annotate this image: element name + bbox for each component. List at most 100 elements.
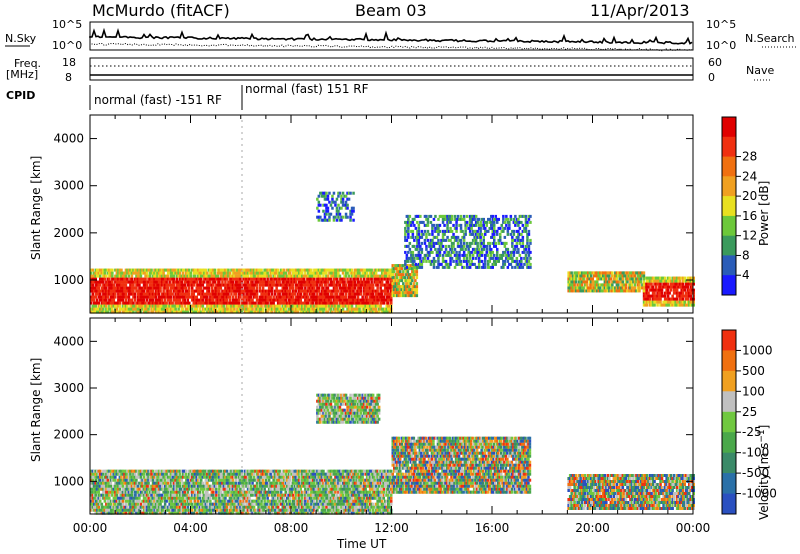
power-cell xyxy=(91,283,94,287)
power-cell xyxy=(121,280,125,284)
power-cell xyxy=(500,223,503,227)
power-cell xyxy=(148,283,152,287)
velocity-cell xyxy=(156,481,159,485)
power-cell xyxy=(514,214,517,218)
power-cell xyxy=(426,229,430,233)
power-cell xyxy=(182,271,185,275)
power-cell xyxy=(509,217,513,221)
velocity-cell xyxy=(112,505,116,509)
power-cell xyxy=(311,301,315,305)
power-cell xyxy=(464,229,467,233)
nave-bottom-tick: 0 xyxy=(708,71,715,84)
power-cell xyxy=(443,259,446,263)
power-cell xyxy=(662,300,665,304)
velocity-cell xyxy=(160,496,164,500)
power-cell xyxy=(683,285,686,289)
velocity-cell xyxy=(102,496,105,500)
power-cell xyxy=(323,307,327,311)
power-cell xyxy=(105,274,108,278)
power-cell xyxy=(397,267,400,271)
velocity-cell xyxy=(142,487,146,491)
power-cell xyxy=(362,289,366,293)
power-cell xyxy=(337,212,340,216)
power-cell xyxy=(206,310,209,314)
power-cell xyxy=(410,229,413,233)
velocity-cell xyxy=(162,472,165,476)
power-cell xyxy=(370,274,373,278)
power-cell xyxy=(272,295,275,299)
power-cell xyxy=(405,288,408,292)
power-cell xyxy=(278,289,281,293)
power-cell xyxy=(343,194,346,198)
power-cell xyxy=(183,274,186,278)
power-cell xyxy=(132,307,135,311)
power-cell xyxy=(387,280,390,284)
velocity-cell xyxy=(138,475,141,479)
velocity-cell xyxy=(120,475,123,479)
power-cell xyxy=(182,283,185,287)
power-cell xyxy=(447,229,451,233)
power-cell xyxy=(272,301,275,305)
power-cell xyxy=(138,271,141,275)
power-cell xyxy=(188,292,191,296)
power-cell xyxy=(159,304,162,308)
power-cell xyxy=(459,217,463,221)
power-cell xyxy=(331,271,334,275)
power-cell xyxy=(402,291,405,295)
power-cell xyxy=(144,292,147,296)
power-cell xyxy=(602,289,605,293)
power-cell xyxy=(644,285,647,289)
power-cell xyxy=(411,279,414,283)
power-cell xyxy=(626,277,629,281)
power-cell xyxy=(471,229,475,233)
power-cell xyxy=(648,300,652,304)
power-cell xyxy=(620,277,623,281)
power-cell xyxy=(335,286,339,290)
power-cell xyxy=(455,223,458,227)
power-cell xyxy=(231,310,235,314)
power-cell xyxy=(126,301,129,305)
velocity-cell xyxy=(96,508,99,512)
power-cell xyxy=(255,307,259,311)
power-cell xyxy=(450,214,454,218)
power-cell xyxy=(194,310,197,314)
power-cell xyxy=(224,289,227,293)
power-cell xyxy=(127,301,131,305)
velocity-cell xyxy=(159,484,162,488)
power-cell xyxy=(590,289,593,293)
power-cell xyxy=(584,289,587,293)
power-cell xyxy=(302,268,306,272)
power-cell xyxy=(248,277,251,281)
power-cell xyxy=(273,271,277,275)
velocity-cell xyxy=(90,475,93,479)
power-cell xyxy=(329,268,333,272)
power-cell xyxy=(503,220,507,224)
velocity-cell xyxy=(102,505,105,509)
power-cell xyxy=(218,310,221,314)
power-cell xyxy=(299,304,302,308)
power-cell xyxy=(482,235,485,239)
power-cell xyxy=(329,271,333,275)
power-cell xyxy=(103,268,107,272)
power-cell xyxy=(502,259,505,263)
power-cell xyxy=(191,310,194,314)
power-cell xyxy=(425,244,428,248)
power-cell xyxy=(237,277,241,281)
power-cell xyxy=(668,276,671,280)
power-cell xyxy=(508,223,511,227)
velocity-cell xyxy=(139,478,143,482)
power-cell xyxy=(579,286,582,290)
power-cell xyxy=(411,259,415,263)
power-cell xyxy=(490,253,493,257)
power-cell xyxy=(299,295,302,299)
power-cell xyxy=(204,277,208,281)
power-cell xyxy=(177,283,180,287)
power-cell xyxy=(175,298,179,302)
power-cell xyxy=(287,271,290,275)
power-cell xyxy=(322,268,325,272)
power-cell xyxy=(292,310,295,314)
power-cell xyxy=(642,294,646,298)
power-cell xyxy=(391,282,394,286)
power-cell xyxy=(197,292,200,296)
power-cell xyxy=(435,241,439,245)
